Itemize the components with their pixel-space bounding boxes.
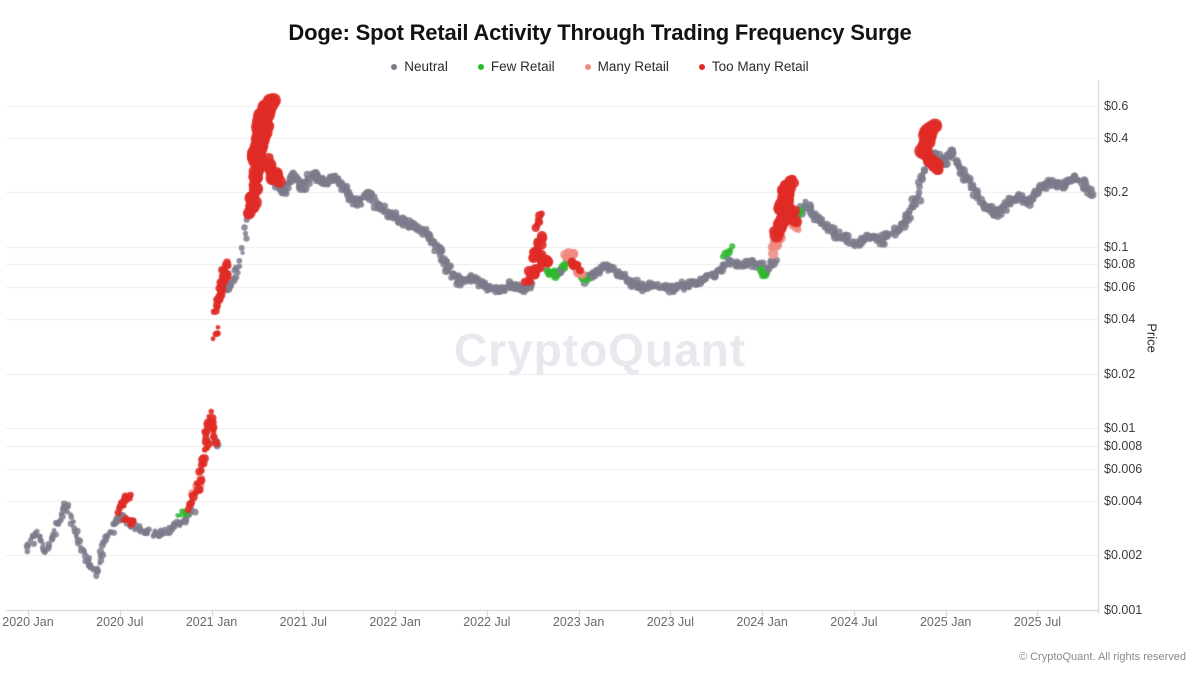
- y-axis-tick: $0.01: [1104, 421, 1136, 436]
- x-axis-tick: 2022 Jul: [463, 615, 511, 629]
- x-axis-tick: 2023 Jul: [646, 615, 694, 629]
- y-axis-tick: $0.001: [1104, 603, 1143, 617]
- x-axis-tick: 2021 Jul: [279, 615, 327, 629]
- x-axis-tick: 2020 Jan: [2, 615, 54, 629]
- x-axis-tick: 2025 Jul: [1013, 615, 1062, 629]
- cryptoquant-watermark: CryptoQuant: [453, 324, 747, 376]
- x-axis-tick: 2023 Jan: [552, 615, 605, 629]
- x-axis-tick: 2020 Jul: [96, 615, 144, 629]
- y-axis-tick: $0.04: [1104, 312, 1136, 327]
- y-axis-tick: $0.004: [1104, 493, 1143, 508]
- x-axis-tick: 2021 Jan: [185, 615, 238, 629]
- y-axis-title: Price: [1144, 323, 1160, 353]
- copyright-notice: © CryptoQuant. All rights reserved: [1018, 651, 1186, 663]
- y-axis-tick: $0.008: [1104, 439, 1143, 454]
- y-axis-tick: $0.02: [1104, 366, 1136, 381]
- y-axis-tick: $0.4: [1104, 130, 1129, 145]
- y-axis-tick-labels: $0.6 $0.4 $0.2 $0.1 $0.08 $0.06 $0.04 $0.02 $0.0…: [1104, 0, 1200, 675]
- x-axis-tick: 2025 Jan: [919, 615, 972, 629]
- y-axis-tick: $0.002: [1104, 548, 1143, 563]
- x-axis-tick: 2022 Jan: [369, 615, 421, 629]
- y-axis-tick: $0.006: [1104, 461, 1143, 476]
- y-axis-tick: $0.06: [1104, 280, 1136, 295]
- x-axis-tick: 2024 Jul: [830, 615, 878, 629]
- x-axis-tick: 2024 Jan: [736, 615, 788, 629]
- y-axis-tick: $0.1: [1104, 239, 1129, 254]
- y-axis-tick: $0.08: [1104, 257, 1136, 272]
- y-axis-tick: $0.6: [1104, 98, 1129, 113]
- y-axis-tick: $0.2: [1104, 185, 1129, 200]
